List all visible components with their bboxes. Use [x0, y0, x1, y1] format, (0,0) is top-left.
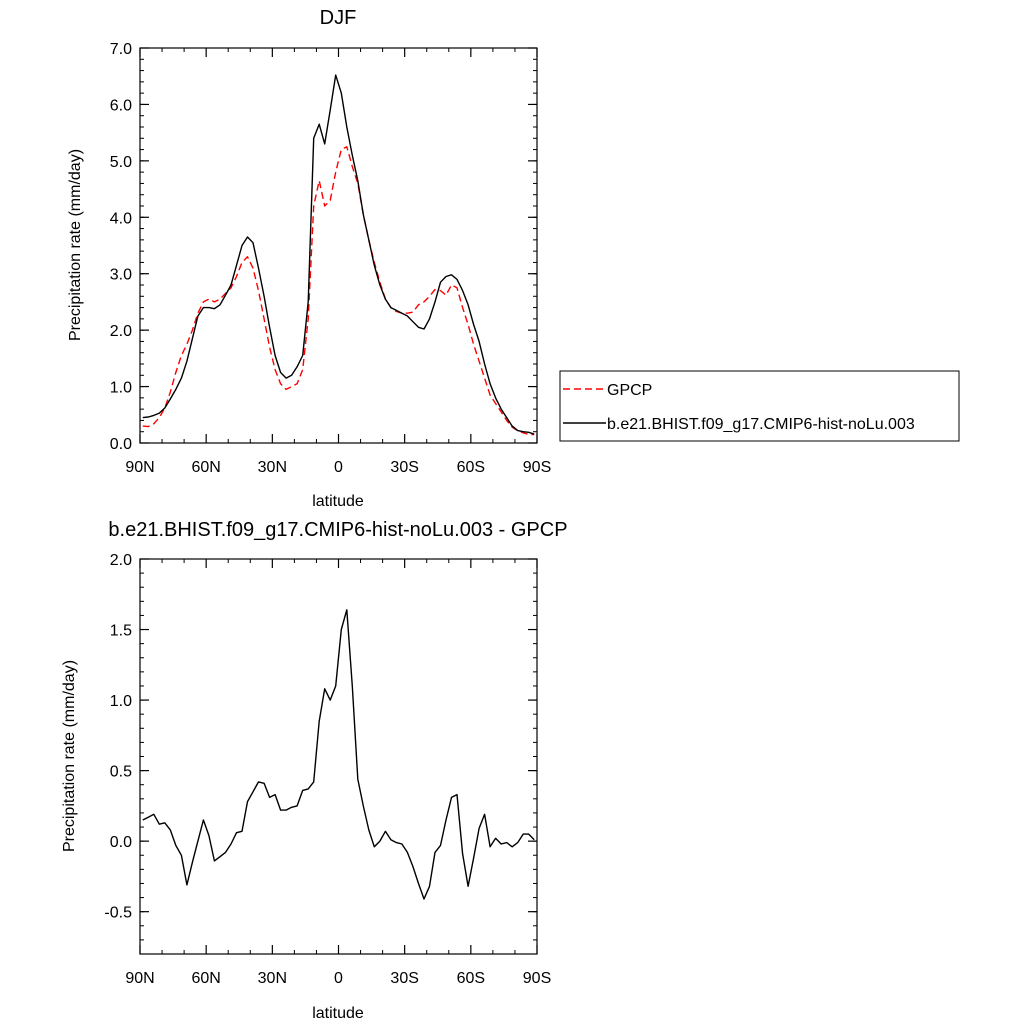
bottom-x-tick-label: 0 [334, 970, 343, 987]
bottom-y-axis-label: Precipitation rate (mm/day) [61, 660, 78, 852]
bottom-panel: b.e21.BHIST.f09_g17.CMIP6-hist-noLu.003 … [61, 519, 568, 1022]
bottom-x-tick-label: 60S [457, 970, 485, 987]
bottom-y-tick-label: 0.0 [110, 834, 132, 851]
bottom-x-tick-label: 90S [523, 970, 551, 987]
legend: GPCP b.e21.BHIST.f09_g17.CMIP6-hist-noLu… [559, 370, 960, 442]
top-y-tick-label: 3.0 [110, 267, 132, 284]
top-y-tick-label: 1.0 [110, 380, 132, 397]
top-y-tick-label: 6.0 [110, 97, 132, 114]
top-x-tick-label: 60N [191, 459, 220, 476]
bottom-lines [142, 609, 535, 900]
top-chart-title: DJF [320, 7, 357, 29]
bottom-ticks: -0.5 0.0 0.5 1.0 1.5 2.0 90N 60N 30N 0 30S 60S 90S [104, 552, 551, 987]
top-lines [142, 74, 535, 436]
top-x-tick-label: 60S [457, 459, 485, 476]
top-x-tick-label: 30S [390, 459, 418, 476]
top-y-tick-label: 4.0 [110, 210, 132, 227]
bottom-chart-title: b.e21.BHIST.f09_g17.CMIP6-hist-noLu.003 … [108, 519, 567, 541]
bottom-plot-frame [139, 558, 538, 955]
top-series-line-0 [142, 146, 535, 436]
top-series-line-1 [142, 74, 535, 435]
legend-box [559, 370, 960, 442]
top-plot-frame [139, 47, 538, 444]
top-y-tick-label: 2.0 [110, 323, 132, 340]
top-panel: DJF latitude Precipitation rate (mm/day)… [67, 7, 551, 510]
bottom-y-tick-label: 2.0 [110, 552, 132, 569]
top-x-tick-label: 90S [523, 459, 551, 476]
bottom-series-line-0 [142, 609, 535, 900]
bottom-x-tick-label: 30S [390, 970, 418, 987]
top-x-tick-label: 0 [334, 459, 343, 476]
top-x-tick-label: 30N [258, 459, 287, 476]
bottom-x-tick-label: 30N [258, 970, 287, 987]
top-y-tick-label: 0.0 [110, 436, 132, 453]
bottom-y-tick-label: -0.5 [104, 905, 132, 922]
top-y-axis-label: Precipitation rate (mm/day) [67, 149, 84, 341]
top-y-tick-label: 5.0 [110, 154, 132, 171]
top-x-tick-label: 90N [125, 459, 154, 476]
top-y-tick-label: 7.0 [110, 41, 132, 58]
bottom-x-tick-label: 90N [125, 970, 154, 987]
bottom-y-tick-label: 1.5 [110, 623, 132, 640]
bottom-y-tick-label: 0.5 [110, 764, 132, 781]
bottom-x-tick-label: 60N [191, 970, 220, 987]
legend-label-gpcp: GPCP [607, 382, 652, 399]
legend-label-model: b.e21.BHIST.f09_g17.CMIP6-hist-noLu.003 [607, 416, 915, 433]
bottom-y-tick-label: 1.0 [110, 693, 132, 710]
bottom-x-axis-label: latitude [312, 1005, 364, 1022]
top-x-axis-label: latitude [312, 493, 364, 510]
